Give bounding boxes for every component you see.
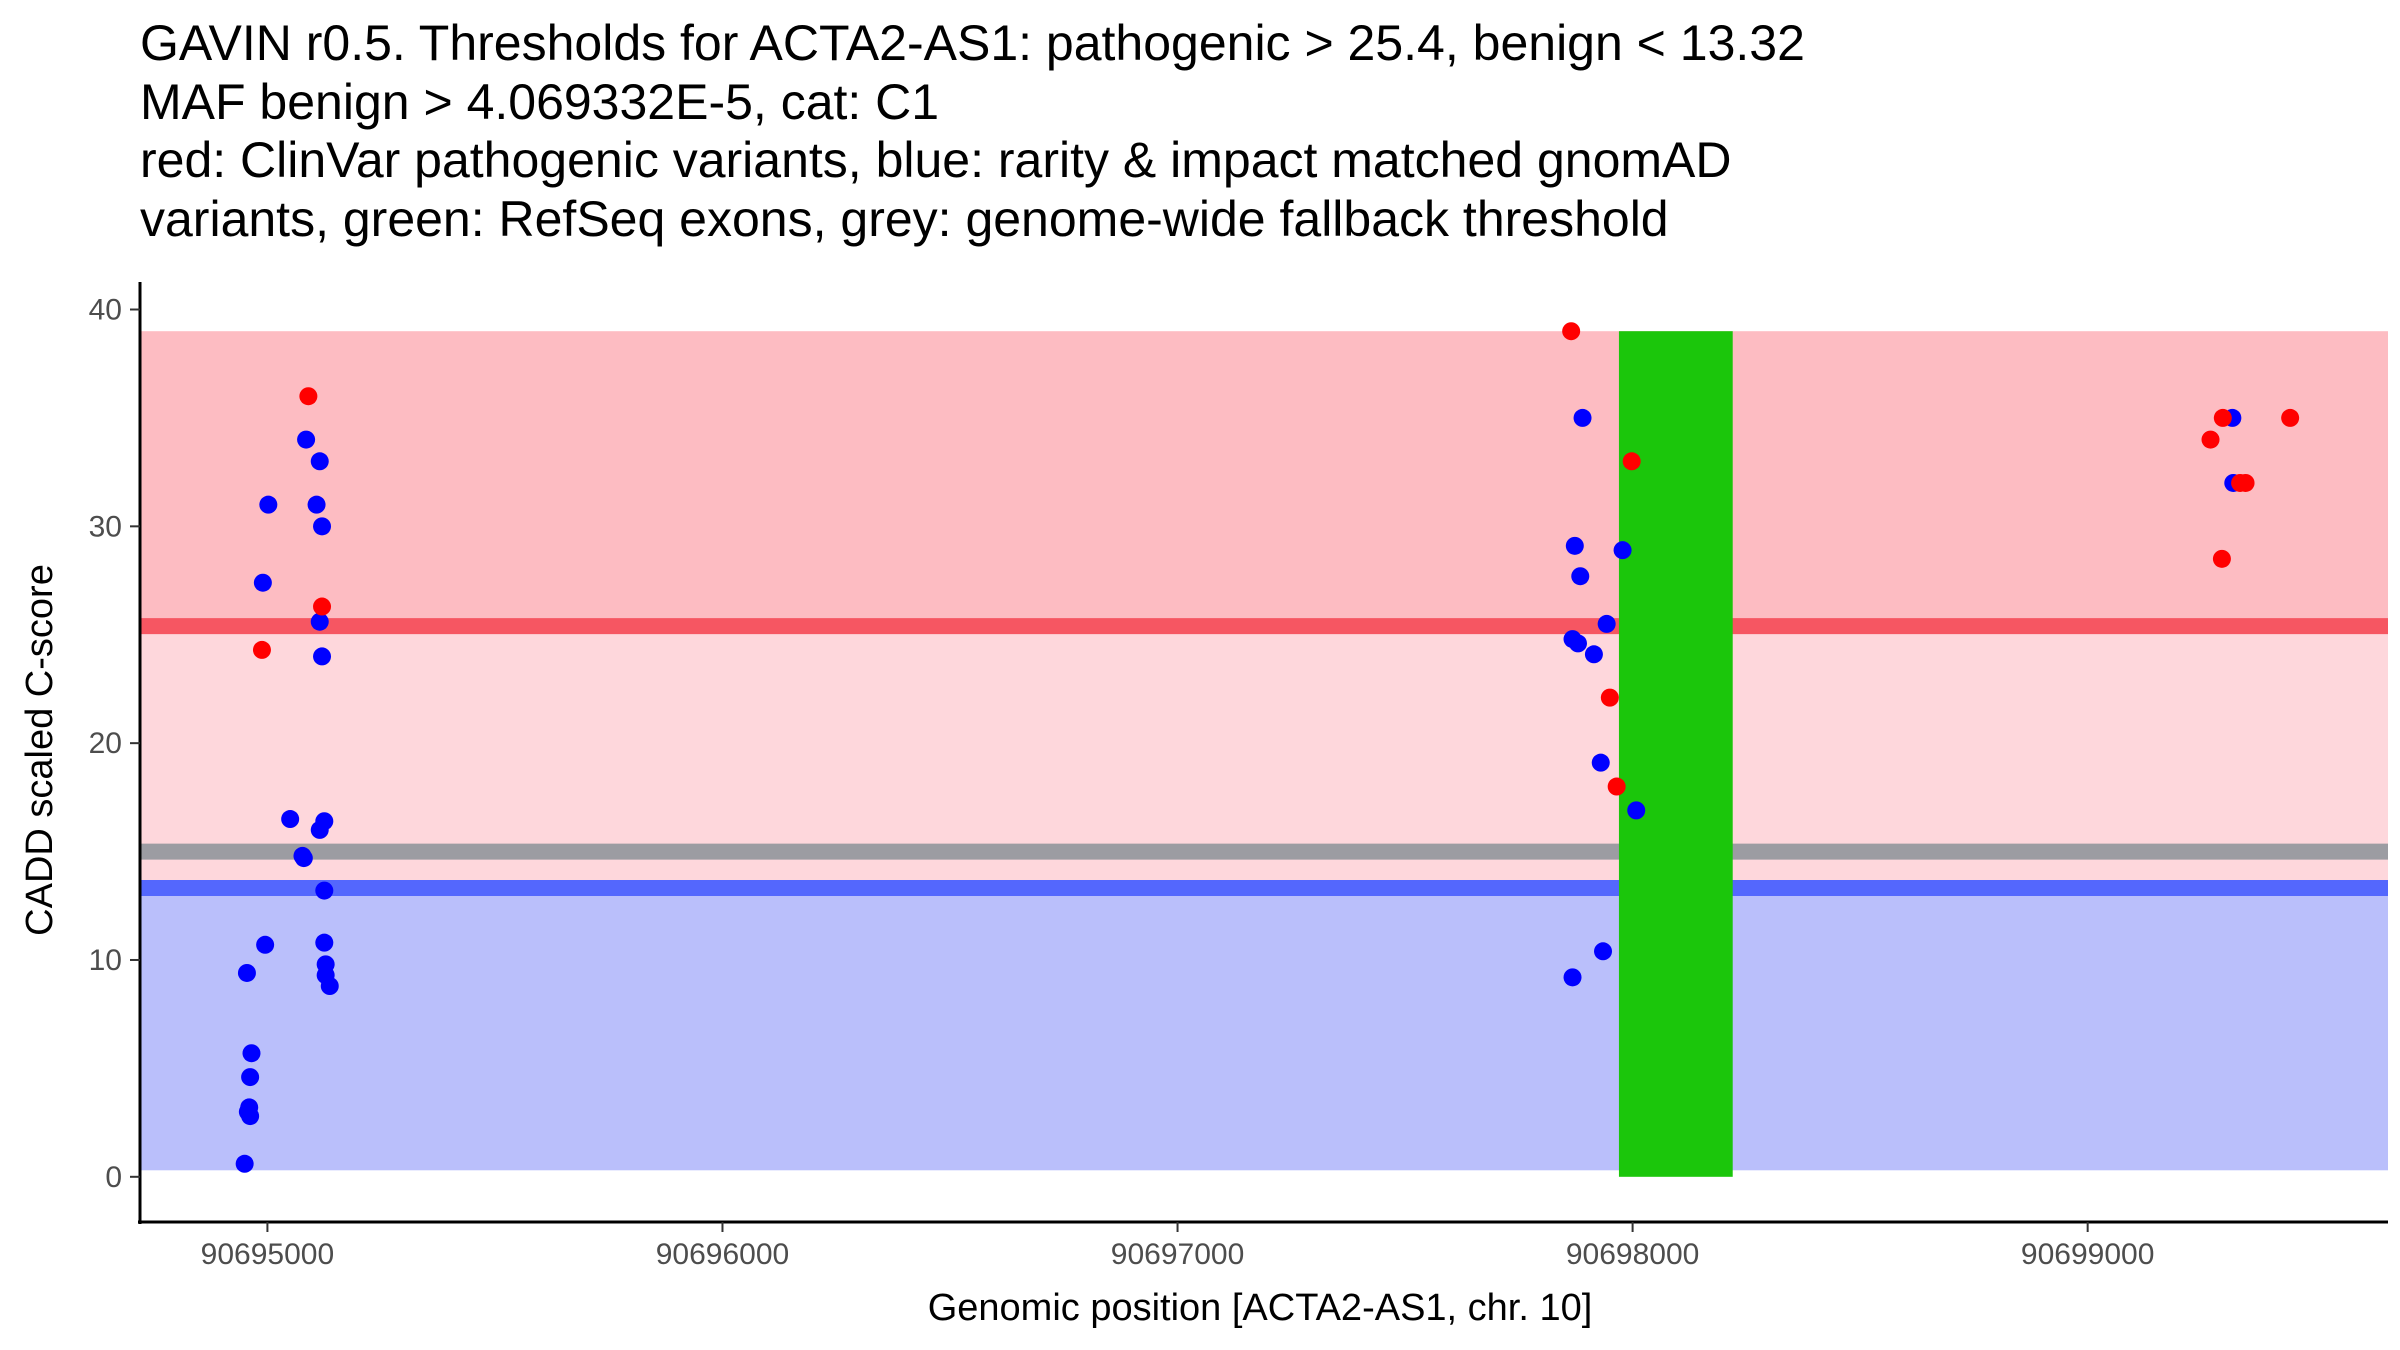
clinvar-pathogenic-point [313, 597, 332, 616]
gnomad-variant-point [1571, 567, 1590, 586]
gnomad-variant-point [240, 1098, 259, 1117]
gnomad-variant-point [1573, 408, 1592, 427]
gnomad-variant-point [315, 881, 334, 900]
gnomad-variant-point [313, 517, 332, 536]
y-tick-label: 30 [89, 510, 122, 543]
clinvar-pathogenic-point [1622, 452, 1641, 471]
gnomad-variant-point [241, 1068, 260, 1087]
gnomad-variant-point [1568, 634, 1587, 653]
clinvar-pathogenic-point [2213, 408, 2232, 427]
title-line-2: MAF benign > 4.069332E-5, cat: C1 [140, 73, 940, 130]
x-tick-label: 90697000 [1111, 1238, 1244, 1271]
x-tick-label: 90696000 [656, 1238, 789, 1271]
x-tick-label: 90699000 [2021, 1238, 2154, 1271]
gnomad-variant-point [237, 963, 256, 982]
clinvar-pathogenic-point [2212, 549, 2231, 568]
gnomad-variant-point [310, 612, 329, 631]
y-tick-label: 40 [89, 294, 122, 327]
threshold-lines [140, 618, 2388, 896]
gnomad-variant-point [253, 573, 272, 592]
gnomad-variant-point [310, 452, 329, 471]
x-axis-title: Genomic position [ACTA2-AS1, chr. 10] [928, 1287, 1593, 1329]
gnomad-variant-point [235, 1154, 254, 1173]
title-line-1: GAVIN r0.5. Thresholds for ACTA2-AS1: pa… [140, 15, 1805, 71]
gnomad-variant-point [1627, 801, 1646, 820]
clinvar-pathogenic-point [2201, 430, 2220, 449]
axes: 0 10 20 30 40 90695000 90696000 90697000 9069800… [89, 282, 2388, 1271]
gnomad-variant-point [1594, 942, 1613, 961]
gnomad-variant-point [297, 430, 316, 449]
gnomad-variant-point [281, 810, 300, 829]
gnomad-variant-point [256, 935, 275, 954]
gnomad-variant-point [242, 1044, 261, 1063]
title-line-3: red: ClinVar pathogenic variants, blue: … [140, 132, 1732, 188]
clinvar-pathogenic-point [299, 387, 318, 406]
title-line-4: variants, green: RefSeq exons, grey: gen… [140, 190, 1669, 247]
pathogenic-zone [140, 331, 2388, 627]
gnomad-variant-point [313, 647, 332, 666]
clinvar-pathogenic-point [1600, 688, 1619, 707]
background-zones [140, 331, 2388, 1171]
gnomad-variant-point [1584, 645, 1603, 664]
gnomad-variant-point [1613, 541, 1632, 560]
gnomad-variant-point [315, 812, 334, 831]
refseq-exon [1618, 331, 1733, 1177]
gnomad-variant-point [315, 933, 334, 952]
y-tick-label: 20 [89, 727, 122, 760]
y-tick-label: 10 [89, 944, 122, 977]
y-tick-label: 0 [105, 1161, 122, 1194]
benign-zone [140, 887, 2388, 1171]
clinvar-pathogenic-point [1607, 777, 1626, 796]
clinvar-pathogenic-point [2236, 473, 2255, 492]
y-axis-title: CADD scaled C-score [19, 564, 61, 936]
x-tick-label: 90695000 [201, 1238, 334, 1271]
gnomad-variant-point [259, 495, 278, 514]
variant-points [235, 322, 2300, 1173]
gnomad-variant-point [307, 495, 326, 514]
exon-regions [1618, 331, 1733, 1177]
clinvar-pathogenic-point [1562, 322, 1581, 341]
gnomad-variant-point [320, 977, 339, 995]
chart-title: GAVIN r0.5. Thresholds for ACTA2-AS1: pa… [140, 14, 1805, 248]
gnomad-variant-point [1591, 753, 1610, 772]
gnomad-variant-point [294, 849, 313, 868]
gnomad-variant-point [1565, 536, 1584, 555]
gnomad-variant-point [1597, 614, 1616, 633]
clinvar-pathogenic-point [2281, 408, 2300, 427]
gnomad-variant-point [1563, 968, 1582, 987]
clinvar-pathogenic-point [252, 640, 271, 659]
x-tick-label: 90698000 [1566, 1238, 1699, 1271]
